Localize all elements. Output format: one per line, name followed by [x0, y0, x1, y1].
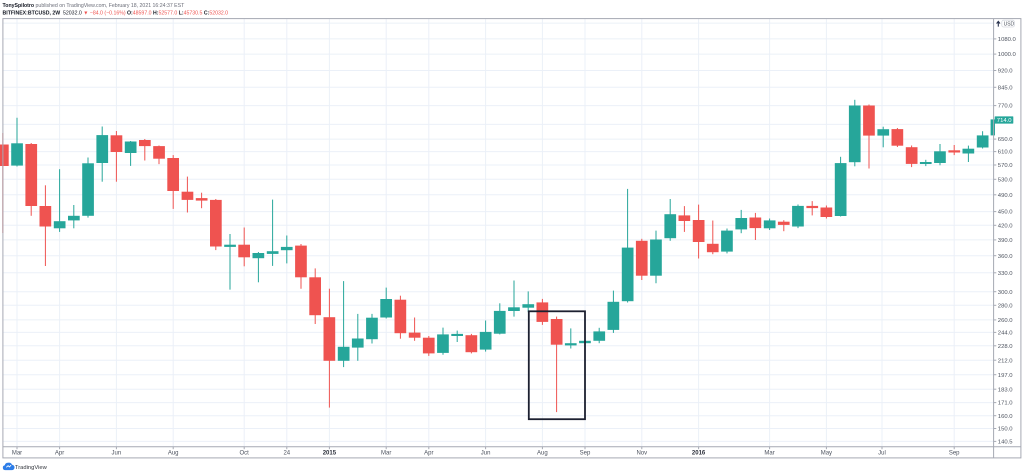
svg-text:150.0: 150.0: [998, 427, 1013, 433]
svg-text:420.0: 420.0: [998, 223, 1013, 229]
svg-text:Jul: Jul: [878, 451, 886, 457]
svg-text:Aug: Aug: [168, 451, 179, 457]
svg-text:Apr: Apr: [424, 451, 433, 457]
svg-text:Apr: Apr: [55, 451, 64, 457]
svg-text:2015: 2015: [323, 451, 337, 457]
svg-text:610.0: 610.0: [998, 150, 1013, 156]
svg-text:160.0: 160.0: [998, 414, 1013, 420]
svg-text:490.0: 490.0: [998, 193, 1013, 199]
svg-text:197.0: 197.0: [998, 373, 1013, 379]
svg-text:920.0: 920.0: [998, 69, 1013, 75]
svg-text:TonySpilotro published on Trad: TonySpilotro published on TradingView.co…: [3, 3, 186, 9]
svg-text:330.0: 330.0: [998, 271, 1013, 277]
svg-text:1000.0: 1000.0: [998, 52, 1017, 58]
svg-text:USD: USD: [1004, 21, 1015, 27]
svg-text:244.0: 244.0: [998, 331, 1013, 337]
svg-text:2016: 2016: [692, 451, 706, 457]
svg-text:Aug: Aug: [537, 451, 548, 457]
svg-text:280.0: 280.0: [998, 303, 1013, 309]
svg-text:Nov: Nov: [636, 451, 647, 457]
svg-text:171.0: 171.0: [998, 401, 1013, 407]
svg-text:1080.0: 1080.0: [998, 37, 1017, 43]
svg-text:770.0: 770.0: [998, 104, 1013, 110]
svg-text:450.0: 450.0: [998, 210, 1013, 216]
svg-text:Mar: Mar: [12, 451, 22, 457]
svg-text:714.0: 714.0: [997, 118, 1012, 124]
svg-text:Sep: Sep: [949, 451, 960, 457]
svg-text:Oct: Oct: [240, 451, 250, 457]
svg-text:140.5: 140.5: [998, 440, 1013, 446]
svg-text:300.0: 300.0: [998, 290, 1013, 296]
svg-text:360.0: 360.0: [998, 254, 1013, 260]
svg-text:650.0: 650.0: [998, 137, 1013, 143]
svg-text:228.0: 228.0: [998, 344, 1013, 350]
svg-text:Jun: Jun: [481, 451, 491, 457]
svg-text:390.0: 390.0: [998, 238, 1013, 244]
svg-text:530.0: 530.0: [998, 177, 1013, 183]
svg-text:May: May: [821, 451, 832, 457]
svg-text:570.0: 570.0: [998, 163, 1013, 169]
svg-text:Jun: Jun: [112, 451, 122, 457]
svg-text:Mar: Mar: [381, 451, 391, 457]
svg-text:Sep: Sep: [580, 451, 591, 457]
svg-text:183.0: 183.0: [998, 387, 1013, 393]
svg-text:212.0: 212.0: [998, 358, 1013, 364]
svg-text:260.0: 260.0: [998, 318, 1013, 324]
svg-text:845.0: 845.0: [998, 85, 1013, 91]
svg-text:Mar: Mar: [764, 451, 774, 457]
svg-text:24: 24: [283, 451, 290, 457]
svg-text:BITFINEX:BTCUSD, 2W 52032.0 ▼: BITFINEX:BTCUSD, 2W 52032.0 ▼ −84.0 (−0.…: [3, 11, 229, 17]
svg-text:TradingView: TradingView: [15, 465, 48, 471]
